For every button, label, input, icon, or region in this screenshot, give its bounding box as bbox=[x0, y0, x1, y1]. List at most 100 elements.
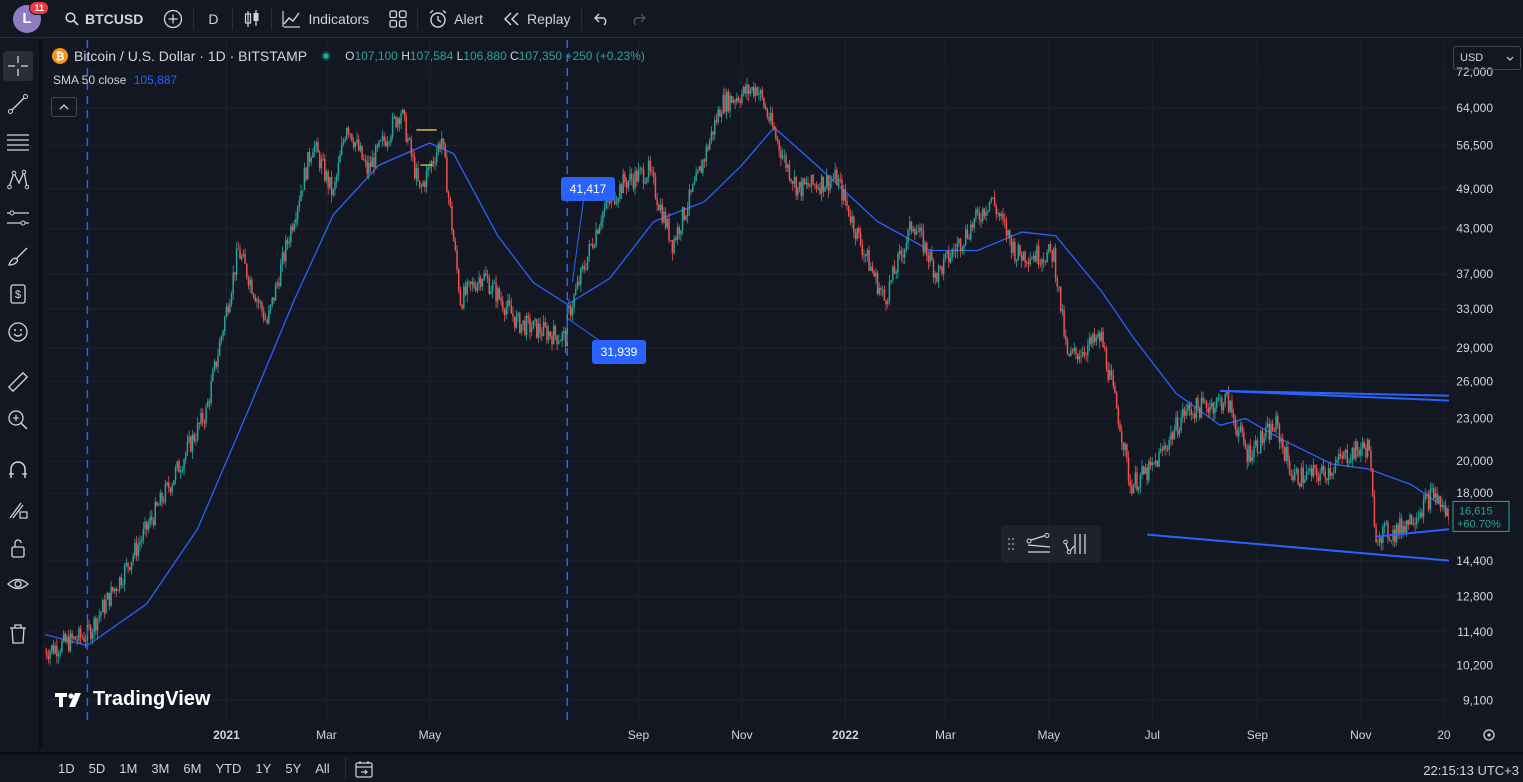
clock[interactable]: 22:15:13 UTC+3 bbox=[1423, 763, 1519, 778]
pattern-tool[interactable] bbox=[3, 165, 33, 195]
candle bbox=[337, 156, 340, 182]
stay-in-drawing-tool[interactable] bbox=[3, 495, 33, 525]
candle bbox=[1000, 211, 1003, 221]
chart-settings-icon[interactable] bbox=[1483, 729, 1495, 741]
candle bbox=[517, 311, 519, 323]
candle-body bbox=[1444, 504, 1447, 517]
ruler-tool[interactable] bbox=[3, 367, 33, 397]
candle bbox=[1058, 286, 1060, 293]
text-tool[interactable]: $ bbox=[3, 279, 33, 309]
candle-body bbox=[1063, 309, 1065, 336]
candle-body bbox=[1261, 430, 1264, 444]
range-button-1y[interactable]: 1Y bbox=[255, 761, 272, 776]
forecasting-tool[interactable] bbox=[3, 203, 33, 233]
candle bbox=[52, 640, 55, 655]
zoom-tool[interactable] bbox=[3, 405, 33, 435]
range-button-5d[interactable]: 5D bbox=[88, 761, 106, 776]
layouts-button[interactable] bbox=[379, 0, 417, 38]
indicators-button[interactable]: Indicators bbox=[272, 0, 379, 38]
redo-button[interactable] bbox=[622, 0, 654, 38]
candle bbox=[410, 135, 413, 161]
candle-body bbox=[500, 298, 502, 302]
emoji-tool[interactable] bbox=[3, 317, 33, 347]
range-button-5y[interactable]: 5Y bbox=[285, 761, 302, 776]
range-button-ytd[interactable]: YTD bbox=[215, 761, 242, 776]
range-button-1d[interactable]: 1D bbox=[58, 761, 75, 776]
symbol-search-button[interactable]: BTCUSD bbox=[51, 0, 153, 38]
drag-handle-icon[interactable] bbox=[1007, 536, 1015, 552]
candle bbox=[839, 172, 842, 184]
avatar[interactable]: L 11 bbox=[13, 0, 49, 33]
candle-body bbox=[1137, 487, 1140, 491]
chart-pane[interactable]: Sun 11 Oct '20Wed 21 Jul '2141,41731,939… bbox=[36, 40, 1523, 748]
sma-50-line[interactable] bbox=[44, 126, 1450, 647]
time-axis[interactable] bbox=[45, 721, 1523, 748]
candle bbox=[325, 168, 328, 184]
chart-type-button[interactable] bbox=[233, 0, 271, 38]
candle bbox=[836, 166, 838, 186]
crosshair-tool[interactable] bbox=[3, 51, 33, 81]
trend-line[interactable] bbox=[1220, 389, 1453, 402]
price-note-lower-box[interactable] bbox=[592, 340, 646, 364]
candle bbox=[698, 165, 701, 171]
collapse-legend-button[interactable] bbox=[51, 97, 77, 117]
symbol-title[interactable]: Bitcoin / U.S. Dollar · 1D · BITSTAMP bbox=[74, 48, 308, 64]
fib-tool[interactable] bbox=[3, 127, 33, 157]
candle-body bbox=[698, 166, 701, 171]
replay-button[interactable]: Replay bbox=[493, 0, 581, 38]
floating-drawing-toolbar[interactable] bbox=[1001, 525, 1101, 563]
currency-select[interactable]: USD bbox=[1453, 46, 1521, 70]
interval-button[interactable]: D bbox=[194, 0, 232, 38]
candle bbox=[268, 305, 270, 325]
range-button-6m[interactable]: 6M bbox=[183, 761, 202, 776]
magnet-tool[interactable] bbox=[3, 455, 33, 485]
candle bbox=[322, 152, 324, 162]
lock-drawings-tool[interactable] bbox=[3, 533, 33, 563]
candle-body bbox=[956, 243, 959, 252]
brush-tool[interactable] bbox=[3, 241, 33, 271]
chevron-up-icon bbox=[59, 104, 69, 110]
compare-button[interactable] bbox=[153, 0, 193, 38]
trend-angle-icon[interactable] bbox=[1025, 532, 1053, 556]
price-axis[interactable] bbox=[1449, 40, 1523, 748]
calendar-icon[interactable] bbox=[354, 760, 374, 778]
candle bbox=[227, 302, 229, 316]
price-chart[interactable]: Sun 11 Oct '20Wed 21 Jul '2141,41731,939… bbox=[36, 40, 1523, 748]
trend-line-tool[interactable] bbox=[3, 89, 33, 119]
candle bbox=[978, 206, 981, 225]
candle-body bbox=[776, 138, 779, 141]
remove-drawings-tool[interactable] bbox=[3, 619, 33, 649]
candle-body bbox=[335, 175, 338, 182]
candle-body bbox=[1044, 261, 1047, 263]
candle-body bbox=[1222, 404, 1225, 411]
candle-body bbox=[98, 615, 101, 619]
alert-button[interactable]: Alert bbox=[418, 0, 493, 38]
bars-pattern-icon[interactable] bbox=[1063, 532, 1091, 556]
candle-body bbox=[620, 184, 623, 194]
candle bbox=[563, 326, 565, 341]
candle bbox=[1276, 412, 1279, 430]
range-button-1m[interactable]: 1M bbox=[119, 761, 138, 776]
price-note-upper-box[interactable] bbox=[561, 177, 615, 201]
candle-body bbox=[1049, 244, 1052, 251]
candle-body bbox=[747, 84, 750, 94]
trend-line[interactable] bbox=[1147, 533, 1453, 562]
candle bbox=[535, 319, 538, 339]
last-price-box[interactable] bbox=[1452, 500, 1510, 532]
candle bbox=[254, 294, 257, 303]
candle-body bbox=[1007, 230, 1009, 236]
range-button-3m[interactable]: 3M bbox=[151, 761, 170, 776]
candle bbox=[430, 159, 433, 174]
trend-line[interactable] bbox=[1375, 527, 1453, 538]
hide-drawings-tool[interactable] bbox=[3, 569, 33, 599]
range-button-all[interactable]: All bbox=[315, 761, 330, 776]
candle-body bbox=[817, 187, 819, 189]
account-menu[interactable]: L 11 bbox=[0, 0, 51, 38]
candle bbox=[93, 615, 95, 640]
candle bbox=[1049, 241, 1052, 253]
candle-body bbox=[1083, 352, 1086, 355]
candle bbox=[96, 617, 99, 639]
candle-body bbox=[1287, 446, 1289, 462]
sma-legend[interactable]: SMA 50 close 105,887 bbox=[53, 73, 177, 87]
undo-button[interactable] bbox=[582, 0, 622, 38]
